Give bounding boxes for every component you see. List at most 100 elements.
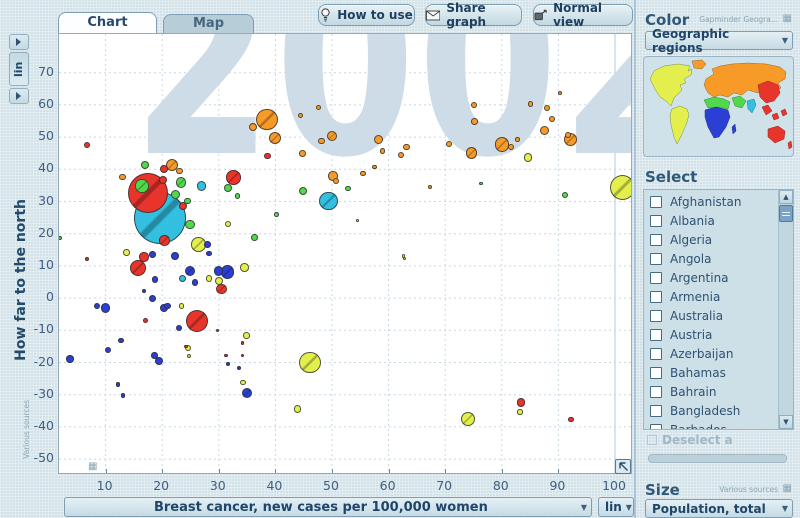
country-checkbox[interactable] [650, 233, 662, 246]
data-bubble-europe[interactable] [327, 130, 337, 141]
data-bubble-east_asia[interactable] [184, 344, 188, 349]
country-checkbox[interactable] [650, 195, 662, 208]
x-axis-indicator-dropdown[interactable]: Breast cancer, new cases per 100,000 wom… [64, 497, 592, 517]
country-row[interactable]: Angola [644, 249, 793, 268]
country-checkbox[interactable] [650, 328, 662, 341]
data-bubble-middle_east[interactable] [184, 197, 191, 205]
data-bubble-europe[interactable] [558, 91, 563, 96]
country-checkbox[interactable] [650, 404, 662, 417]
color-source-label[interactable]: Gapminder Geogra... [699, 15, 778, 24]
data-bubble-americas[interactable] [186, 353, 191, 358]
country-checkbox[interactable] [650, 271, 662, 284]
tab-chart[interactable]: Chart [58, 12, 157, 33]
data-bubble-east_asia[interactable] [179, 202, 188, 210]
data-bubble-africa[interactable] [120, 393, 126, 398]
data-bubble-east_asia[interactable] [240, 341, 245, 345]
data-bubble-south_asia[interactable] [196, 181, 206, 191]
data-bubble-africa[interactable] [66, 355, 74, 363]
data-bubble-europe[interactable] [403, 143, 410, 151]
data-bubble-east_asia[interactable] [130, 259, 147, 276]
data-bubble-americas[interactable] [224, 220, 231, 227]
data-bubble-europe[interactable] [471, 118, 478, 125]
deselect-all-button[interactable]: Deselect a [647, 433, 733, 447]
data-bubble-europe[interactable] [379, 148, 386, 154]
opacity-slider-track[interactable] [648, 454, 787, 463]
data-bubble-americas[interactable] [356, 219, 359, 222]
data-bubble-americas[interactable] [609, 174, 631, 201]
data-bubble-south_asia[interactable] [319, 191, 338, 211]
data-bubble-middle_east[interactable] [234, 193, 241, 199]
data-bubble-europe[interactable] [507, 144, 514, 151]
data-bubble-middle_east[interactable] [171, 189, 181, 200]
country-checkbox[interactable] [650, 423, 662, 429]
data-bubble-africa[interactable] [118, 337, 124, 344]
country-checkbox[interactable] [650, 385, 662, 398]
data-bubble-europe[interactable] [466, 147, 478, 159]
data-bubble-africa[interactable] [220, 265, 234, 279]
data-bubble-americas[interactable] [239, 263, 249, 272]
country-row[interactable]: Bahrain [644, 382, 793, 401]
share-graph-button[interactable]: Share graph [425, 1, 522, 29]
data-bubble-africa[interactable] [225, 361, 231, 367]
data-bubble-middle_east[interactable] [561, 191, 568, 198]
data-bubble-europe[interactable] [176, 167, 184, 175]
data-bubble-europe[interactable] [549, 115, 556, 122]
data-bubble-africa[interactable] [241, 387, 252, 398]
normal-view-button[interactable]: Normal view [533, 1, 633, 29]
data-bubble-europe[interactable] [398, 152, 405, 159]
country-checkbox[interactable] [650, 309, 662, 322]
data-bubble-africa[interactable] [100, 303, 111, 313]
data-bubble-middle_east[interactable] [175, 177, 187, 188]
data-bubble-africa[interactable] [163, 302, 171, 310]
data-bubble-europe[interactable] [470, 102, 477, 109]
data-bubble-europe[interactable] [315, 105, 322, 111]
data-bubble-americas[interactable] [293, 405, 302, 413]
country-row[interactable]: Argentina [644, 268, 793, 287]
data-bubble-africa[interactable] [150, 352, 158, 360]
country-checkbox[interactable] [650, 252, 662, 265]
data-bubble-east_asia[interactable] [568, 416, 574, 423]
fullscreen-expand-button[interactable] [615, 459, 631, 474]
x-axis-scale-dropdown[interactable]: lin ▼ [598, 497, 634, 517]
data-bubble-east_asia[interactable] [516, 398, 526, 408]
data-bubble-americas[interactable] [523, 153, 533, 162]
data-bubble-middle_east[interactable] [479, 182, 483, 186]
data-bubble-east_asia[interactable] [224, 354, 228, 358]
data-bubble-americas[interactable] [243, 332, 250, 340]
data-bubble-europe[interactable] [249, 123, 258, 132]
country-row[interactable]: Australia [644, 306, 793, 325]
data-bubble-europe[interactable] [297, 112, 303, 118]
country-row[interactable]: Algeria [644, 230, 793, 249]
data-bubble-east_asia[interactable] [240, 354, 245, 358]
data-bubble-middle_east[interactable] [141, 161, 150, 170]
data-bubble-americas[interactable] [178, 303, 185, 309]
data-bubble-europe[interactable] [360, 171, 366, 177]
color-indicator-dropdown[interactable]: Geographic regions ▼ [645, 27, 793, 55]
data-bubble-africa[interactable] [155, 357, 164, 366]
data-bubble-americas[interactable] [240, 380, 246, 386]
data-bubble-europe[interactable] [445, 140, 453, 148]
data-bubble-africa[interactable] [184, 265, 196, 277]
country-row[interactable]: Barbados [644, 420, 793, 429]
country-row[interactable]: Bangladesh [644, 401, 793, 420]
data-bubble-europe[interactable] [543, 104, 551, 112]
data-bubble-east_asia[interactable] [159, 176, 168, 185]
data-bubble-europe[interactable] [119, 173, 126, 181]
data-bubble-europe[interactable] [515, 137, 520, 142]
data-bubble-africa[interactable] [142, 288, 147, 293]
data-bubble-middle_east[interactable] [298, 186, 307, 195]
data-bubble-africa[interactable] [176, 324, 183, 331]
data-bubble-east_asia[interactable] [143, 317, 149, 324]
data-bubble-americas[interactable] [123, 249, 130, 256]
data-bubble-middle_east[interactable] [345, 185, 351, 191]
country-row[interactable]: Armenia [644, 287, 793, 306]
country-checkbox[interactable] [650, 347, 662, 360]
country-row[interactable]: Afghanistan [644, 192, 793, 211]
data-bubble-africa[interactable] [171, 251, 180, 260]
data-bubble-africa[interactable] [151, 276, 159, 283]
data-bubble-americas[interactable] [214, 277, 223, 286]
data-bubble-africa[interactable] [213, 266, 223, 276]
data-bubble-east_asia[interactable] [264, 152, 271, 160]
data-bubble-east_asia[interactable] [160, 165, 169, 174]
country-row[interactable]: Bahamas [644, 363, 793, 382]
